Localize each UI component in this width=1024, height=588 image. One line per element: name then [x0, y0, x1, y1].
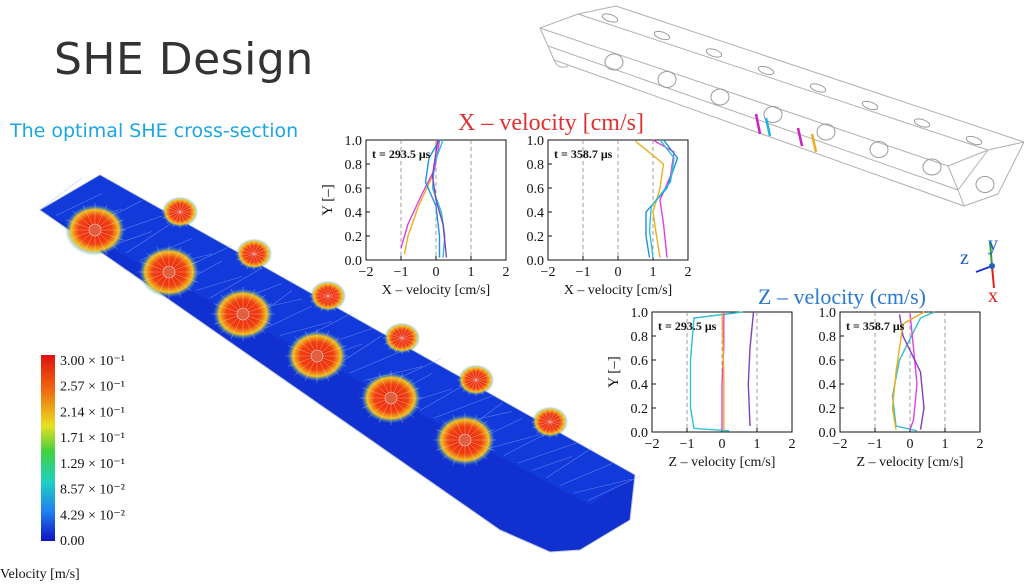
y-tick-label: 0.2: [345, 230, 363, 245]
velocity-profile-curve: [891, 311, 925, 430]
x-velocity-plot-2: −2 −1 0 1 2 0.0 0.2 0.4 0.6 0.8 1.0 X – velocity [c…: [527, 134, 692, 298]
x-tick-label: −2: [645, 437, 660, 452]
axis-y-label: y: [988, 233, 998, 255]
flow-streak-markers: [754, 113, 818, 153]
y-tick-label: 0.4: [819, 378, 837, 393]
x-tick-label: 1: [942, 437, 949, 452]
axes-triad-icon: y z x: [960, 233, 998, 304]
x-axis-label: X – velocity [cm/s]: [382, 283, 490, 298]
velocity-profile-curve: [721, 313, 725, 430]
section-subtitle: The optimal SHE cross-section: [10, 120, 299, 142]
y-axis-label: Y [–]: [320, 184, 336, 216]
x-tick-label: 1: [468, 265, 475, 280]
velocity-profile-curve: [909, 313, 918, 430]
velocity-profile-curve: [689, 311, 744, 432]
y-tick-label: 0.0: [527, 254, 545, 269]
velocity-color-legend: 3.00 × 10⁻¹ 2.57 × 10⁻¹ 2.14 × 10⁻¹ 1.71 × …: [41, 355, 125, 549]
x-velocity-group-title: X – velocity [cm/s]: [458, 110, 644, 136]
x-tick-label: −2: [359, 265, 374, 280]
y-tick-label: 0.8: [819, 330, 837, 345]
legend-tick-label: 2.57 × 10⁻¹: [60, 380, 125, 395]
slide-title: SHE Design: [54, 34, 314, 85]
x-tick-label: 2: [685, 265, 692, 280]
y-tick-label: 1.0: [527, 134, 545, 149]
x-tick-label: 0: [433, 265, 440, 280]
legend-title: Velocity [m/s]: [0, 567, 80, 582]
y-tick-label: 1.0: [631, 306, 649, 321]
y-tick-label: 0.4: [631, 378, 649, 393]
axis-z-label: z: [960, 247, 969, 269]
x-tick-label: 2: [977, 437, 984, 452]
legend-tick-label: 8.57 × 10⁻²: [60, 483, 125, 498]
y-tick-label: 0.6: [631, 354, 649, 369]
time-stamp-label: t = 358.7 μs: [846, 319, 905, 333]
x-axis-label: Z – velocity [cm/s]: [669, 455, 776, 470]
cfd-velocity-field-image: [39, 174, 640, 553]
y-tick-label: 0.2: [631, 402, 649, 417]
y-tick-label: 0.6: [345, 182, 363, 197]
x-tick-label: 0: [615, 265, 622, 280]
y-axis-label: Y [–]: [606, 356, 622, 388]
x-tick-label: −1: [680, 437, 695, 452]
y-tick-label: 0.0: [345, 254, 363, 269]
x-axis-label: X – velocity [cm/s]: [564, 283, 672, 298]
x-axis-label: Z – velocity [cm/s]: [857, 455, 964, 470]
y-tick-label: 0.8: [527, 158, 545, 173]
x-tick-label: −1: [868, 437, 883, 452]
y-tick-label: 0.4: [345, 206, 363, 221]
time-stamp-label: t = 293.5 μs: [372, 147, 431, 161]
x-tick-label: −2: [833, 437, 848, 452]
velocity-profile-curve: [400, 139, 441, 249]
colorbar: [41, 355, 55, 541]
legend-tick-label: 2.14 × 10⁻¹: [60, 405, 125, 420]
x-tick-label: 2: [503, 265, 510, 280]
z-velocity-plot-1: −2 −1 0 1 2 0.0 0.2 0.4 0.6 0.8 1.0 Z – velocity [c…: [606, 306, 796, 470]
axis-x-label: x: [988, 285, 998, 304]
velocity-profile-curve: [648, 139, 675, 258]
legend-tick-label: 0.00: [60, 534, 85, 549]
x-tick-label: −1: [394, 265, 409, 280]
y-tick-label: 0.2: [819, 402, 837, 417]
y-tick-label: 0.4: [527, 206, 545, 221]
velocity-profile-curve: [721, 313, 725, 430]
x-tick-label: 2: [789, 437, 796, 452]
y-tick-label: 0.6: [527, 182, 545, 197]
x-tick-label: 1: [650, 265, 657, 280]
y-tick-label: 0.8: [631, 330, 649, 345]
y-tick-label: 0.8: [345, 158, 363, 173]
z-velocity-plot-2: −2 −1 0 1 2 0.0 0.2 0.4 0.6 0.8 1.0 Z – velocity [c…: [819, 306, 984, 470]
channel-wireframe-diagram: [539, 5, 1024, 207]
y-tick-label: 1.0: [345, 134, 363, 149]
y-tick-label: 0.0: [631, 426, 649, 441]
y-tick-label: 0.0: [819, 426, 837, 441]
y-tick-label: 1.0: [819, 306, 837, 321]
z-velocity-group-title: Z – velocity (cm/s): [758, 284, 927, 309]
x-tick-label: −1: [576, 265, 591, 280]
legend-tick-label: 1.29 × 10⁻¹: [60, 457, 125, 472]
velocity-profile-curve: [431, 139, 448, 258]
x-tick-label: 0: [907, 437, 914, 452]
y-tick-label: 0.2: [527, 230, 545, 245]
y-tick-label: 0.6: [819, 354, 837, 369]
velocity-profile-curve: [424, 139, 441, 258]
x-velocity-plot-1: −2 −1 0 1 2 0.0 0.2 0.4 0.6 0.8 1.0 X – velocity [c…: [320, 134, 510, 298]
legend-tick-label: 1.71 × 10⁻¹: [60, 431, 125, 446]
x-tick-label: 0: [719, 437, 726, 452]
x-tick-label: 1: [754, 437, 761, 452]
velocity-profile-curve: [747, 311, 755, 427]
time-stamp-label: t = 358.7 μs: [554, 147, 613, 161]
time-stamp-label: t = 293.5 μs: [658, 319, 717, 333]
x-tick-label: −2: [541, 265, 556, 280]
legend-tick-label: 4.29 × 10⁻²: [60, 508, 125, 523]
legend-tick-label: 3.00 × 10⁻¹: [60, 355, 125, 369]
